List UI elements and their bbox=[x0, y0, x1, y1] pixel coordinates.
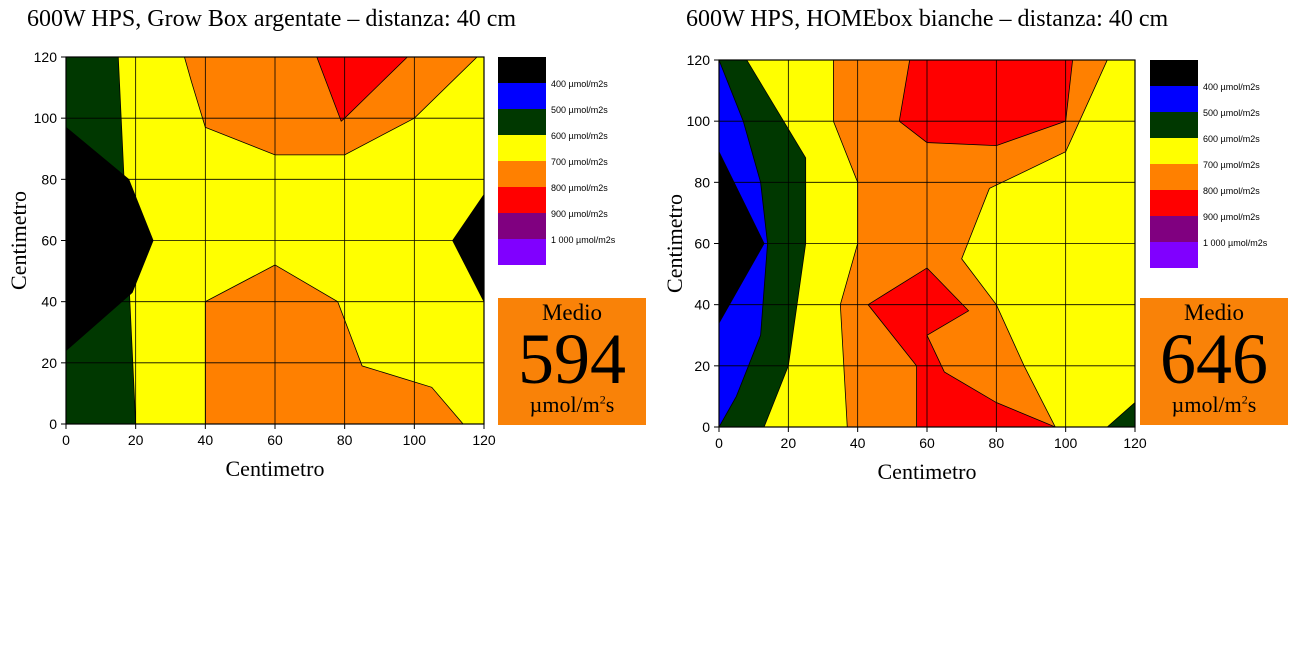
legend-label: 900 µmol/m2s bbox=[551, 209, 608, 219]
y-tick-label: 20 bbox=[694, 358, 710, 374]
legend-swatch bbox=[498, 57, 546, 83]
y-tick-label: 20 bbox=[41, 355, 57, 371]
average-label: Medio bbox=[1183, 300, 1245, 325]
x-tick-label: 0 bbox=[62, 432, 70, 448]
legend-swatch bbox=[1150, 190, 1198, 216]
contour-region-400 bbox=[719, 151, 765, 324]
x-tick-label: 100 bbox=[1054, 435, 1078, 451]
y-tick-label: 60 bbox=[41, 233, 57, 249]
legend-label: 800 µmol/m2s bbox=[551, 183, 608, 193]
x-axis-title: Centimetro bbox=[226, 456, 325, 481]
y-tick-label: 80 bbox=[694, 174, 710, 190]
x-tick-label: 60 bbox=[267, 432, 283, 448]
average-value: 646 bbox=[1160, 319, 1268, 399]
y-tick-label: 120 bbox=[687, 52, 711, 68]
legend-label: 500 µmol/m2s bbox=[551, 105, 608, 115]
legend-swatch bbox=[1150, 86, 1198, 112]
heatmap-chart: 0 20 40 60 80 100 120 0 20 40 60 80 100 120 Centimetro… bbox=[6, 49, 616, 481]
chart-title: 600W HPS, HOMEbox bianche – distanza: 40… bbox=[686, 6, 1169, 32]
x-tick-label: 80 bbox=[989, 435, 1005, 451]
x-tick-label: 40 bbox=[850, 435, 866, 451]
x-tick-label: 60 bbox=[919, 435, 935, 451]
legend-swatch bbox=[498, 187, 546, 213]
y-tick-label: 40 bbox=[41, 294, 57, 310]
plot-area bbox=[719, 60, 1135, 427]
y-tick-label: 40 bbox=[694, 297, 710, 313]
legend-swatch bbox=[498, 213, 546, 239]
legend-swatch bbox=[498, 109, 546, 135]
legend-label: 900 µmol/m2s bbox=[1203, 212, 1260, 222]
legend-swatch bbox=[498, 239, 546, 265]
heatmap-chart: 0 20 40 60 80 100 120 0 20 40 60 80 100 120 Centimetro… bbox=[662, 52, 1268, 484]
x-tick-label: 20 bbox=[128, 432, 144, 448]
legend-swatch bbox=[1150, 112, 1198, 138]
y-axis-title: Centimetro bbox=[6, 191, 31, 290]
x-tick-label: 120 bbox=[1123, 435, 1147, 451]
contour-region-800 bbox=[184, 57, 478, 156]
x-tick-label: 80 bbox=[337, 432, 353, 448]
contour-region-400 bbox=[452, 193, 484, 302]
legend-swatch bbox=[1150, 242, 1198, 268]
contour-region-400 bbox=[66, 126, 154, 352]
y-tick-label: 100 bbox=[34, 110, 58, 126]
legend: 400 µmol/m2s 500 µmol/m2s 600 µmol/m2s 700 … bbox=[498, 57, 616, 265]
legend-label: 400 µmol/m2s bbox=[1203, 82, 1260, 92]
legend-swatch bbox=[498, 161, 546, 187]
average-value: 594 bbox=[518, 319, 626, 399]
legend-label: 1 000 µmol/m2s bbox=[551, 235, 616, 245]
legend-label: 700 µmol/m2s bbox=[551, 157, 608, 167]
legend-label: 700 µmol/m2s bbox=[1203, 160, 1260, 170]
x-tick-label: 40 bbox=[198, 432, 214, 448]
y-tick-label: 100 bbox=[687, 113, 711, 129]
legend-label: 600 µmol/m2s bbox=[551, 131, 608, 141]
average-box: Medio 594 µmol/m2s bbox=[498, 298, 646, 425]
y-tick-label: 120 bbox=[34, 49, 58, 65]
legend-swatch bbox=[1150, 164, 1198, 190]
y-tick-label: 80 bbox=[41, 171, 57, 187]
legend-label: 500 µmol/m2s bbox=[1203, 108, 1260, 118]
average-unit: µmol/m2s bbox=[1171, 392, 1257, 417]
average-label: Medio bbox=[541, 300, 603, 325]
x-tick-label: 0 bbox=[715, 435, 723, 451]
legend-swatch bbox=[498, 135, 546, 161]
legend-swatch bbox=[1150, 60, 1198, 86]
legend-label: 400 µmol/m2s bbox=[551, 79, 608, 89]
y-tick-label: 0 bbox=[702, 419, 710, 435]
legend-swatch bbox=[1150, 216, 1198, 242]
x-tick-label: 100 bbox=[403, 432, 427, 448]
average-unit: µmol/m2s bbox=[529, 392, 615, 417]
y-tick-label: 60 bbox=[694, 236, 710, 252]
legend-swatch bbox=[1150, 138, 1198, 164]
y-axis-title: Centimetro bbox=[662, 194, 687, 293]
average-box: Medio 646 µmol/m2s bbox=[1140, 298, 1288, 425]
legend: 400 µmol/m2s 500 µmol/m2s 600 µmol/m2s 700 … bbox=[1150, 60, 1268, 268]
x-tick-label: 120 bbox=[472, 432, 496, 448]
chart-title: 600W HPS, Grow Box argentate – distanza:… bbox=[27, 6, 517, 32]
contour-region-900 bbox=[867, 267, 1056, 427]
legend-label: 800 µmol/m2s bbox=[1203, 186, 1260, 196]
legend-swatch bbox=[498, 83, 546, 109]
x-tick-label: 20 bbox=[781, 435, 797, 451]
y-tick-label: 0 bbox=[49, 416, 57, 432]
x-axis-title: Centimetro bbox=[878, 459, 977, 484]
legend-label: 1 000 µmol/m2s bbox=[1203, 238, 1268, 248]
legend-label: 600 µmol/m2s bbox=[1203, 134, 1260, 144]
plot-area bbox=[66, 57, 484, 424]
